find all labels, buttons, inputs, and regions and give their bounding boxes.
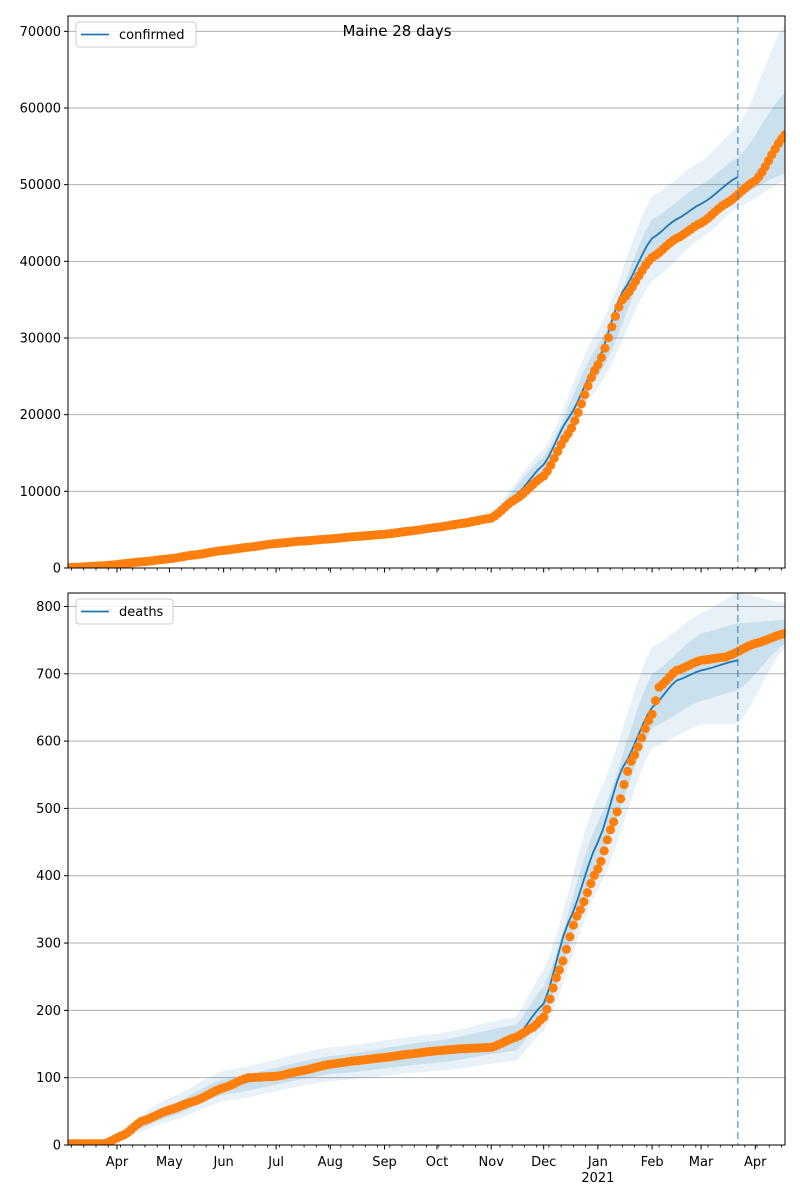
plot-area: [68, 593, 785, 1145]
x-tick-label: Apr: [744, 1155, 767, 1170]
observed-point: [600, 343, 610, 353]
observed-point: [545, 994, 555, 1004]
legend-label: deaths: [119, 605, 164, 620]
x-tick-label: Apr: [106, 1155, 129, 1170]
observed-point: [548, 983, 558, 993]
observed-point: [546, 460, 556, 470]
observed-point: [573, 408, 583, 418]
x-tick-label: Jul: [267, 1155, 284, 1170]
observed-point: [623, 766, 633, 777]
y-tick-label: 400: [36, 869, 61, 884]
observed-point: [619, 779, 629, 790]
uncertainty-band-inner: [437, 92, 785, 528]
observed-point: [593, 864, 603, 874]
y-tick-label: 100: [36, 1071, 61, 1086]
observed-point: [576, 399, 587, 409]
observed-point: [780, 628, 785, 638]
observed-point: [603, 333, 614, 343]
observed-point: [579, 897, 589, 907]
x-tick-label: Aug: [318, 1155, 343, 1170]
y-tick-label: 70000: [20, 25, 61, 40]
observed-point: [614, 302, 624, 312]
observed-point: [583, 381, 593, 391]
observed-point: [602, 835, 612, 845]
observed-point: [647, 709, 657, 719]
y-tick-label: 200: [36, 1004, 61, 1019]
observed-point: [609, 817, 619, 827]
y-tick-label: 60000: [20, 102, 61, 117]
observed-point: [554, 965, 565, 975]
y-tick-label: 600: [36, 735, 61, 750]
legend: deaths: [75, 598, 174, 625]
observed-point: [582, 888, 593, 898]
x-tick-label: Mar: [689, 1155, 714, 1170]
observed-point: [599, 846, 609, 856]
observed-point: [539, 1012, 549, 1022]
y-tick-label: 700: [36, 667, 61, 682]
observed-point: [549, 453, 559, 463]
observed-point: [551, 973, 561, 983]
observed-point: [637, 733, 647, 743]
y-tick-label: 20000: [20, 408, 61, 423]
y-tick-label: 0: [53, 1139, 61, 1154]
x-tick-label: Dec: [531, 1155, 556, 1170]
observed-point: [586, 373, 596, 383]
x-tick-label: May: [156, 1155, 183, 1170]
figure-title: Maine 28 days: [342, 22, 451, 40]
y-tick-label: 800: [36, 600, 61, 615]
legend: confirmed: [75, 21, 197, 48]
observed-point: [561, 944, 572, 954]
observed-point: [553, 446, 563, 456]
uncertainty-band-inner: [104, 619, 785, 1145]
y-tick-label: 500: [36, 802, 61, 817]
observed-point: [612, 807, 622, 817]
legend-box: [75, 21, 197, 48]
observed-point: [542, 1004, 552, 1014]
deaths-panel: 0 100 200 300 400 500 600 700 800 deaths: [36, 592, 786, 1154]
observed-point: [630, 750, 640, 760]
observed-point: [605, 825, 616, 835]
observed-point: [568, 920, 579, 930]
x-year-label: 2021: [581, 1171, 614, 1186]
y-tick-label: 10000: [20, 485, 61, 500]
observed-point: [651, 696, 661, 706]
observed-point: [633, 742, 643, 752]
legend-box: [75, 598, 174, 625]
observed-point: [575, 905, 586, 915]
uncertainty-band-outer: [104, 593, 785, 1145]
observed-point: [586, 878, 596, 889]
y-tick-label: 0: [53, 562, 61, 577]
observed-point: [610, 311, 621, 321]
y-tick-label: 300: [36, 937, 61, 952]
legend-label: confirmed: [119, 28, 185, 43]
observed-point: [580, 390, 590, 400]
observed-point: [616, 794, 626, 804]
y-tick-label: 30000: [20, 332, 61, 347]
x-tick-label: Feb: [641, 1155, 664, 1170]
observed-point: [593, 360, 603, 370]
x-tick-label: Oct: [426, 1155, 448, 1170]
y-tick-label: 50000: [20, 178, 61, 193]
x-tick-label: Jun: [212, 1155, 233, 1170]
observed-point: [596, 352, 607, 363]
observed-point: [607, 322, 617, 332]
observed-point: [596, 856, 606, 866]
observed-point: [570, 416, 580, 426]
x-tick-label: Jan: [587, 1155, 608, 1170]
confirmed-panel: 0 10000 20000 30000 40000 50000 60000 70000 conf…: [20, 15, 786, 577]
x-tick-label: Sep: [372, 1155, 397, 1170]
observed-point: [780, 130, 785, 140]
x-tick-label: Nov: [479, 1155, 505, 1170]
observed-point: [565, 932, 575, 942]
observed-point: [558, 956, 568, 966]
observed-point: [566, 423, 577, 433]
observed-point: [640, 724, 650, 734]
plot-area: [68, 23, 785, 568]
y-tick-label: 40000: [20, 255, 61, 270]
